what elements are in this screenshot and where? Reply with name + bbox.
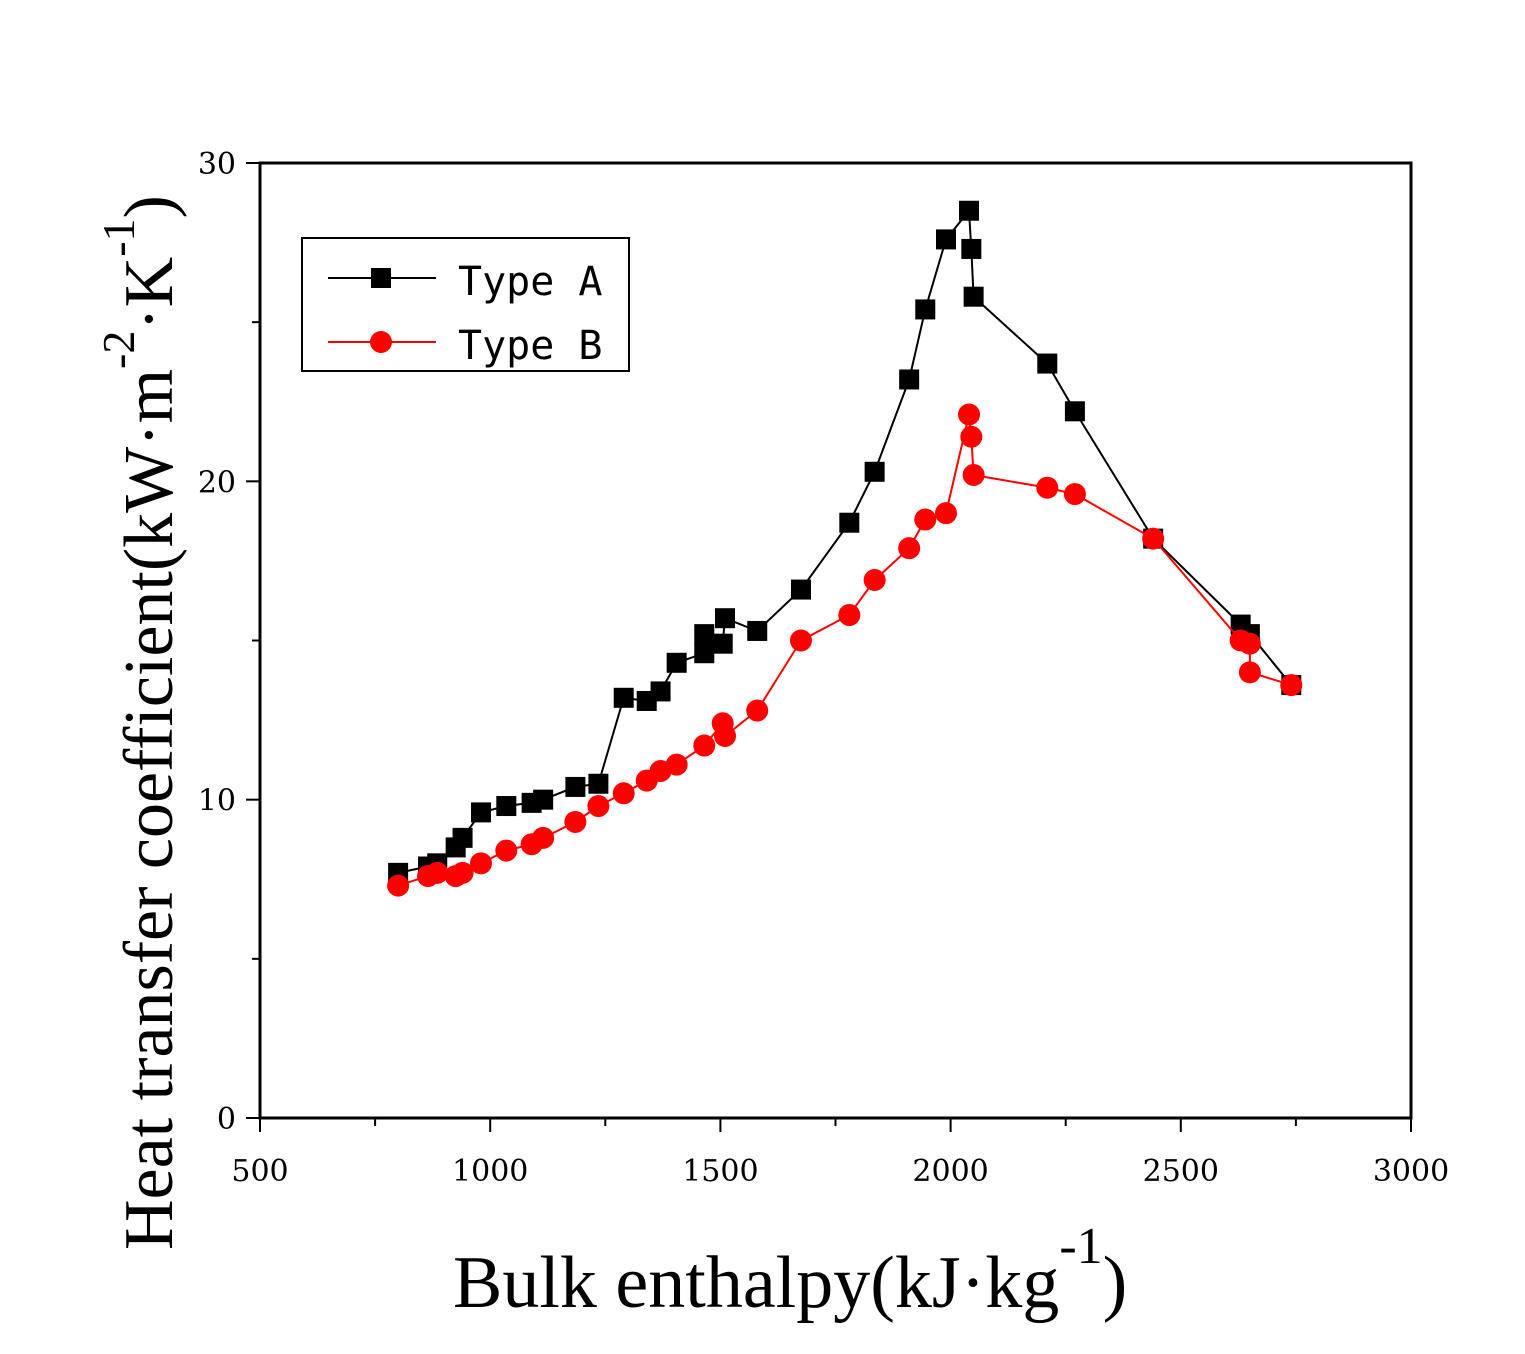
y-tick-label: 20 xyxy=(198,465,236,500)
data-point-type-a xyxy=(533,789,554,810)
y-tick-label: 30 xyxy=(198,147,236,182)
data-point-type-a xyxy=(715,608,736,629)
data-point-type-a xyxy=(613,687,634,708)
data-point-type-b xyxy=(1036,476,1059,499)
data-point-type-b xyxy=(587,795,610,818)
data-point-type-a xyxy=(915,299,936,320)
data-point-type-b xyxy=(1280,674,1303,697)
y-axis: 0 10 20 30 xyxy=(198,147,260,1137)
y-tick-label: 10 xyxy=(198,784,236,819)
y-axis-title: Heat transfer coefficient(kW·m-2·K-1) xyxy=(93,195,188,1250)
data-point-type-a xyxy=(694,624,715,645)
data-point-type-b xyxy=(1238,661,1261,684)
data-point-type-b xyxy=(1142,527,1165,550)
data-point-type-a xyxy=(790,579,811,600)
legend-marker-type-a xyxy=(371,268,391,288)
legend: Type A Type B xyxy=(301,237,630,372)
data-point-type-a xyxy=(864,461,885,482)
data-point-type-a xyxy=(839,512,860,533)
data-point-type-b xyxy=(426,861,449,884)
data-point-type-b xyxy=(898,537,921,560)
data-point-type-a xyxy=(650,681,671,702)
data-point-type-b xyxy=(838,604,861,627)
data-point-type-a xyxy=(712,633,733,654)
data-point-type-a xyxy=(694,643,715,664)
data-point-type-b xyxy=(914,508,937,531)
x-tick-label: 500 xyxy=(231,1154,288,1189)
data-point-type-b xyxy=(495,839,518,862)
x-tick-label: 2500 xyxy=(1143,1154,1219,1189)
x-axis-title: Bulk enthalpy(kJ·kg-1) xyxy=(453,1218,1127,1324)
data-point-type-a xyxy=(959,200,980,221)
x-tick-label: 1000 xyxy=(452,1154,528,1189)
data-point-type-b xyxy=(665,753,688,776)
data-point-type-a xyxy=(496,796,517,817)
data-point-type-b xyxy=(746,699,769,722)
legend-label-type-a: Type A xyxy=(458,259,603,305)
data-point-type-b xyxy=(934,502,957,525)
data-point-type-a xyxy=(747,620,768,641)
x-axis: 500 1000 1500 2000 2500 3000 xyxy=(231,1118,1449,1189)
legend-marker-type-b xyxy=(370,331,392,353)
data-point-type-a xyxy=(565,776,586,797)
x-tick-label: 2000 xyxy=(912,1154,988,1189)
data-point-type-a xyxy=(899,369,920,390)
data-point-type-b xyxy=(564,810,587,833)
data-point-type-b xyxy=(863,569,886,592)
data-point-type-b xyxy=(693,734,716,757)
data-point-type-a xyxy=(961,238,982,259)
data-point-type-b xyxy=(612,782,635,805)
x-tick-label: 1500 xyxy=(682,1154,758,1189)
data-point-type-b xyxy=(1238,632,1261,655)
data-point-type-b xyxy=(1063,483,1086,506)
data-point-type-b xyxy=(451,861,474,884)
data-point-type-a xyxy=(1064,401,1085,422)
data-point-type-b xyxy=(789,629,812,652)
x-tick-label: 3000 xyxy=(1373,1154,1449,1189)
series-type-a xyxy=(388,200,1302,883)
data-point-type-a xyxy=(470,802,491,823)
data-point-type-a xyxy=(588,773,609,794)
data-point-type-a xyxy=(1037,353,1058,374)
series-type-b xyxy=(387,403,1303,897)
plot-series xyxy=(387,200,1303,897)
legend-box xyxy=(301,237,630,372)
data-point-type-a xyxy=(452,827,473,848)
data-point-type-a xyxy=(935,229,956,250)
series-line-type-b xyxy=(397,414,1292,887)
legend-label-type-b: Type B xyxy=(458,323,603,369)
y-tick-label: 0 xyxy=(217,1102,236,1137)
data-point-type-b xyxy=(387,874,410,897)
data-point-type-b xyxy=(532,826,555,849)
data-point-type-b xyxy=(958,403,981,426)
data-point-type-a xyxy=(963,286,984,307)
data-point-type-b xyxy=(960,425,983,448)
data-point-type-a xyxy=(666,652,687,673)
data-point-type-b xyxy=(469,852,492,875)
data-point-type-b xyxy=(962,463,985,486)
data-point-type-b xyxy=(714,725,737,747)
